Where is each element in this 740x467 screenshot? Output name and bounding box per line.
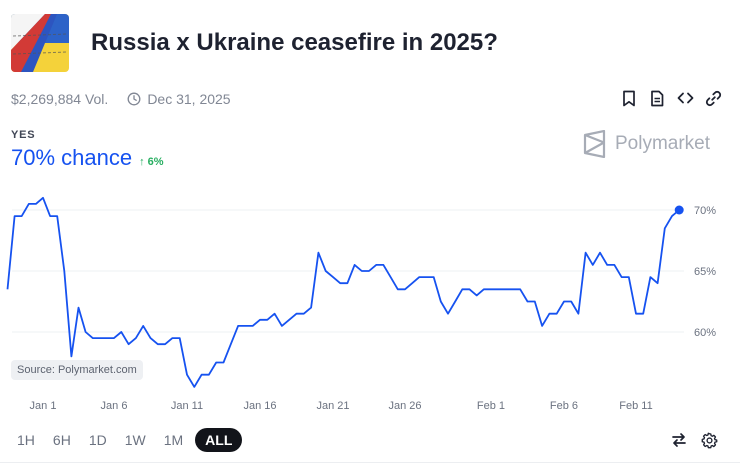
x-tick-label: Jan 26 xyxy=(388,400,421,412)
price-chart: 60%65%70% Jan 1 Jan 6 Jan 11 Jan 16 Jan 21 Ja… xyxy=(6,196,716,412)
divider xyxy=(0,462,740,463)
chart-series xyxy=(6,196,684,388)
document-icon[interactable] xyxy=(648,89,666,107)
y-tick-label: 60% xyxy=(694,327,716,339)
range-button-all[interactable]: ALL xyxy=(195,428,243,452)
x-tick-label: Jan 16 xyxy=(243,400,276,412)
chart-x-ticks: Jan 1 Jan 6 Jan 11 Jan 16 Jan 21 Jan 26 Feb 1 F… xyxy=(30,400,653,412)
embed-code-icon[interactable] xyxy=(676,89,694,107)
chart-grid xyxy=(12,209,684,333)
time-range-selector: 1H 6H 1D 1W 1M ALL xyxy=(11,428,243,452)
range-button-6h[interactable]: 6H xyxy=(52,432,71,448)
x-tick-label: Feb 11 xyxy=(619,400,652,412)
source-label: Source: Polymarket.com xyxy=(11,360,143,380)
volume-text: $2,269,884 Vol. xyxy=(11,91,109,107)
current-value-dot xyxy=(674,205,684,215)
range-button-1w[interactable]: 1W xyxy=(124,432,146,448)
x-tick-label: Jan 11 xyxy=(171,400,203,412)
arrow-up-icon: ↑ xyxy=(139,156,145,168)
chart-y-ticks: 60% 65% 70% xyxy=(694,205,716,339)
range-button-1m[interactable]: 1M xyxy=(163,432,184,448)
chance-delta-value: 6% xyxy=(147,156,164,168)
brand-name: Polymarket xyxy=(615,133,711,154)
y-tick-label: 65% xyxy=(694,266,716,278)
x-tick-label: Jan 6 xyxy=(101,400,128,412)
market-actions xyxy=(620,89,722,107)
series-line xyxy=(6,196,680,388)
market-flag-image xyxy=(11,14,69,72)
x-tick-label: Jan 1 xyxy=(30,400,57,412)
flag-icon xyxy=(11,14,69,72)
market-title: Russia x Ukraine ceasefire in 2025? xyxy=(91,29,498,56)
x-tick-label: Feb 1 xyxy=(477,400,505,412)
chance-value: 70% chance xyxy=(11,145,133,170)
outcome-label: YES xyxy=(11,129,36,141)
link-icon[interactable] xyxy=(704,89,722,107)
end-date-text: Dec 31, 2025 xyxy=(147,91,231,107)
chance-row: 70% chance ↑ 6% xyxy=(11,145,164,171)
chart-tools xyxy=(670,431,718,449)
polymarket-logo-icon xyxy=(583,130,606,158)
range-button-1h[interactable]: 1H xyxy=(17,432,35,448)
swap-arrows-icon[interactable] xyxy=(670,431,688,449)
clock-icon xyxy=(127,92,141,106)
settings-gear-icon[interactable] xyxy=(700,431,718,449)
market-meta: $2,269,884 Vol. Dec 31, 2025 xyxy=(11,91,231,107)
polymarket-logo: Polymarket xyxy=(583,130,710,158)
bookmark-icon[interactable] xyxy=(620,89,638,107)
y-tick-label: 70% xyxy=(694,205,716,217)
x-tick-label: Jan 21 xyxy=(316,400,349,412)
range-button-1d[interactable]: 1D xyxy=(88,432,107,448)
x-tick-label: Feb 6 xyxy=(550,400,578,412)
chance-delta: ↑ 6% xyxy=(139,156,163,168)
